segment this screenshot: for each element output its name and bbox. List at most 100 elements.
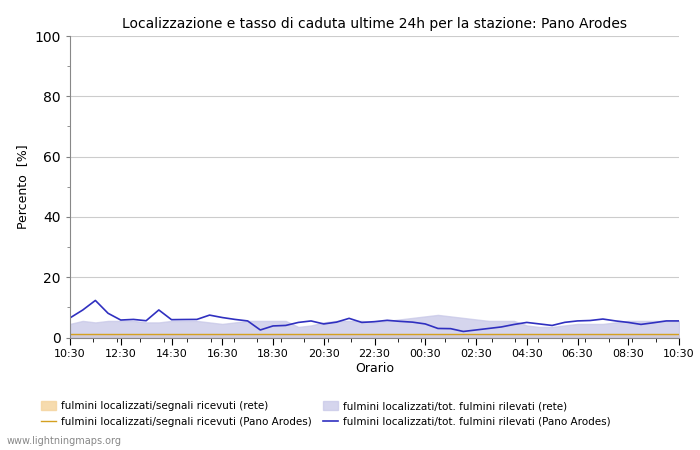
- fulmini localizzati/segnali ricevuti (Pano Arodes): [142, 332, 150, 337]
- fulmini localizzati/tot. fulmini rilevati (Pano Arodes): [205, 312, 214, 318]
- Legend: fulmini localizzati/segnali ricevuti (rete), fulmini localizzati/segnali ricevut: fulmini localizzati/segnali ricevuti (re…: [36, 397, 615, 431]
- fulmini localizzati/segnali ricevuti (Pano Arodes): [269, 332, 277, 337]
- fulmini localizzati/tot. fulmini rilevati (Pano Arodes): [294, 320, 302, 325]
- fulmini localizzati/tot. fulmini rilevati (Pano Arodes): [130, 317, 138, 322]
- fulmini localizzati/tot. fulmini rilevati (Pano Arodes): [307, 318, 315, 324]
- fulmini localizzati/segnali ricevuti (Pano Arodes): [91, 332, 99, 337]
- fulmini localizzati/tot. fulmini rilevati (Pano Arodes): [598, 316, 607, 322]
- fulmini localizzati/segnali ricevuti (Pano Arodes): [78, 332, 87, 337]
- fulmini localizzati/tot. fulmini rilevati (Pano Arodes): [637, 322, 645, 327]
- fulmini localizzati/tot. fulmini rilevati (Pano Arodes): [269, 323, 277, 328]
- fulmini localizzati/tot. fulmini rilevati (Pano Arodes): [358, 320, 366, 325]
- fulmini localizzati/segnali ricevuti (Pano Arodes): [345, 332, 354, 337]
- fulmini localizzati/tot. fulmini rilevati (Pano Arodes): [104, 310, 112, 316]
- fulmini localizzati/tot. fulmini rilevati (Pano Arodes): [66, 315, 74, 320]
- fulmini localizzati/tot. fulmini rilevati (Pano Arodes): [193, 317, 201, 322]
- fulmini localizzati/segnali ricevuti (Pano Arodes): [510, 332, 518, 337]
- fulmini localizzati/segnali ricevuti (Pano Arodes): [675, 332, 683, 337]
- fulmini localizzati/segnali ricevuti (Pano Arodes): [383, 332, 391, 337]
- fulmini localizzati/segnali ricevuti (Pano Arodes): [395, 332, 404, 337]
- fulmini localizzati/segnali ricevuti (Pano Arodes): [561, 332, 569, 337]
- fulmini localizzati/segnali ricevuti (Pano Arodes): [155, 332, 163, 337]
- fulmini localizzati/segnali ricevuti (Pano Arodes): [370, 332, 379, 337]
- Line: fulmini localizzati/tot. fulmini rilevati (Pano Arodes): fulmini localizzati/tot. fulmini rilevat…: [70, 301, 679, 332]
- fulmini localizzati/segnali ricevuti (Pano Arodes): [205, 332, 214, 337]
- fulmini localizzati/segnali ricevuti (Pano Arodes): [332, 332, 341, 337]
- fulmini localizzati/segnali ricevuti (Pano Arodes): [244, 332, 252, 337]
- fulmini localizzati/segnali ricevuti (Pano Arodes): [459, 332, 468, 337]
- fulmini localizzati/segnali ricevuti (Pano Arodes): [231, 332, 239, 337]
- fulmini localizzati/tot. fulmini rilevati (Pano Arodes): [256, 327, 265, 333]
- fulmini localizzati/tot. fulmini rilevati (Pano Arodes): [91, 298, 99, 303]
- fulmini localizzati/tot. fulmini rilevati (Pano Arodes): [662, 318, 671, 324]
- fulmini localizzati/tot. fulmini rilevati (Pano Arodes): [231, 317, 239, 322]
- Title: Localizzazione e tasso di caduta ultime 24h per la stazione: Pano Arodes: Localizzazione e tasso di caduta ultime …: [122, 17, 627, 31]
- fulmini localizzati/tot. fulmini rilevati (Pano Arodes): [332, 320, 341, 325]
- fulmini localizzati/segnali ricevuti (Pano Arodes): [624, 332, 633, 337]
- fulmini localizzati/tot. fulmini rilevati (Pano Arodes): [370, 319, 379, 324]
- fulmini localizzati/tot. fulmini rilevati (Pano Arodes): [345, 315, 354, 321]
- fulmini localizzati/segnali ricevuti (Pano Arodes): [598, 332, 607, 337]
- fulmini localizzati/segnali ricevuti (Pano Arodes): [472, 332, 480, 337]
- fulmini localizzati/tot. fulmini rilevati (Pano Arodes): [408, 320, 416, 325]
- fulmini localizzati/segnali ricevuti (Pano Arodes): [319, 332, 328, 337]
- fulmini localizzati/segnali ricevuti (Pano Arodes): [536, 332, 544, 337]
- fulmini localizzati/tot. fulmini rilevati (Pano Arodes): [78, 307, 87, 313]
- fulmini localizzati/tot. fulmini rilevati (Pano Arodes): [548, 323, 556, 328]
- fulmini localizzati/segnali ricevuti (Pano Arodes): [408, 332, 416, 337]
- fulmini localizzati/segnali ricevuti (Pano Arodes): [662, 332, 671, 337]
- fulmini localizzati/tot. fulmini rilevati (Pano Arodes): [472, 327, 480, 333]
- fulmini localizzati/tot. fulmini rilevati (Pano Arodes): [459, 329, 468, 334]
- fulmini localizzati/segnali ricevuti (Pano Arodes): [180, 332, 188, 337]
- X-axis label: Orario: Orario: [355, 362, 394, 375]
- fulmini localizzati/segnali ricevuti (Pano Arodes): [637, 332, 645, 337]
- fulmini localizzati/segnali ricevuti (Pano Arodes): [447, 332, 455, 337]
- fulmini localizzati/tot. fulmini rilevati (Pano Arodes): [536, 321, 544, 327]
- fulmini localizzati/tot. fulmini rilevati (Pano Arodes): [244, 318, 252, 324]
- fulmini localizzati/segnali ricevuti (Pano Arodes): [104, 332, 112, 337]
- fulmini localizzati/tot. fulmini rilevati (Pano Arodes): [561, 320, 569, 325]
- fulmini localizzati/tot. fulmini rilevati (Pano Arodes): [142, 318, 150, 324]
- fulmini localizzati/tot. fulmini rilevati (Pano Arodes): [218, 315, 227, 320]
- fulmini localizzati/tot. fulmini rilevati (Pano Arodes): [167, 317, 176, 322]
- fulmini localizzati/segnali ricevuti (Pano Arodes): [130, 332, 138, 337]
- fulmini localizzati/segnali ricevuti (Pano Arodes): [256, 332, 265, 337]
- fulmini localizzati/segnali ricevuti (Pano Arodes): [281, 332, 290, 337]
- fulmini localizzati/segnali ricevuti (Pano Arodes): [294, 332, 302, 337]
- fulmini localizzati/tot. fulmini rilevati (Pano Arodes): [421, 321, 430, 327]
- Text: www.lightningmaps.org: www.lightningmaps.org: [7, 436, 122, 446]
- fulmini localizzati/segnali ricevuti (Pano Arodes): [167, 332, 176, 337]
- fulmini localizzati/tot. fulmini rilevati (Pano Arodes): [484, 326, 493, 331]
- fulmini localizzati/tot. fulmini rilevati (Pano Arodes): [675, 318, 683, 324]
- fulmini localizzati/tot. fulmini rilevati (Pano Arodes): [395, 319, 404, 324]
- fulmini localizzati/segnali ricevuti (Pano Arodes): [66, 332, 74, 337]
- fulmini localizzati/tot. fulmini rilevati (Pano Arodes): [573, 318, 582, 324]
- fulmini localizzati/tot. fulmini rilevati (Pano Arodes): [447, 326, 455, 331]
- fulmini localizzati/segnali ricevuti (Pano Arodes): [650, 332, 658, 337]
- Y-axis label: Percento  [%]: Percento [%]: [16, 144, 29, 229]
- fulmini localizzati/segnali ricevuti (Pano Arodes): [586, 332, 594, 337]
- fulmini localizzati/segnali ricevuti (Pano Arodes): [573, 332, 582, 337]
- fulmini localizzati/segnali ricevuti (Pano Arodes): [434, 332, 442, 337]
- fulmini localizzati/segnali ricevuti (Pano Arodes): [116, 332, 125, 337]
- fulmini localizzati/segnali ricevuti (Pano Arodes): [548, 332, 556, 337]
- fulmini localizzati/tot. fulmini rilevati (Pano Arodes): [510, 322, 518, 327]
- fulmini localizzati/segnali ricevuti (Pano Arodes): [484, 332, 493, 337]
- fulmini localizzati/tot. fulmini rilevati (Pano Arodes): [281, 323, 290, 328]
- fulmini localizzati/tot. fulmini rilevati (Pano Arodes): [319, 321, 328, 327]
- fulmini localizzati/segnali ricevuti (Pano Arodes): [497, 332, 505, 337]
- fulmini localizzati/segnali ricevuti (Pano Arodes): [522, 332, 531, 337]
- fulmini localizzati/segnali ricevuti (Pano Arodes): [218, 332, 227, 337]
- fulmini localizzati/tot. fulmini rilevati (Pano Arodes): [522, 320, 531, 325]
- fulmini localizzati/segnali ricevuti (Pano Arodes): [193, 332, 201, 337]
- fulmini localizzati/tot. fulmini rilevati (Pano Arodes): [434, 326, 442, 331]
- fulmini localizzati/tot. fulmini rilevati (Pano Arodes): [497, 324, 505, 330]
- fulmini localizzati/tot. fulmini rilevati (Pano Arodes): [383, 318, 391, 323]
- fulmini localizzati/tot. fulmini rilevati (Pano Arodes): [180, 317, 188, 322]
- fulmini localizzati/tot. fulmini rilevati (Pano Arodes): [650, 320, 658, 325]
- fulmini localizzati/tot. fulmini rilevati (Pano Arodes): [586, 318, 594, 323]
- fulmini localizzati/segnali ricevuti (Pano Arodes): [358, 332, 366, 337]
- fulmini localizzati/segnali ricevuti (Pano Arodes): [307, 332, 315, 337]
- fulmini localizzati/segnali ricevuti (Pano Arodes): [611, 332, 620, 337]
- fulmini localizzati/segnali ricevuti (Pano Arodes): [421, 332, 430, 337]
